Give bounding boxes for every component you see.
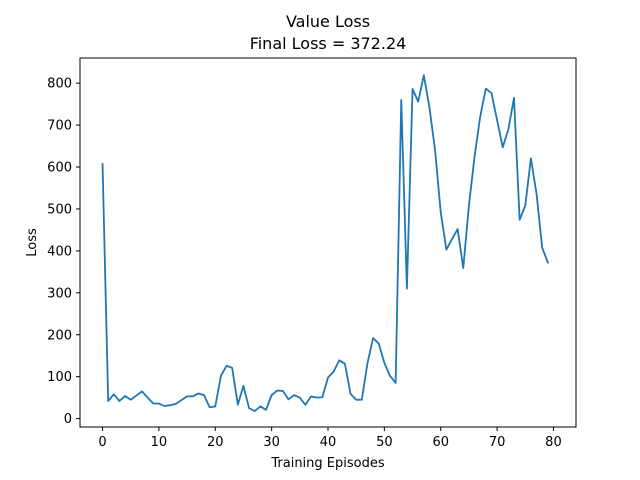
axis-ticks: 0 10 20 30 40 50 60 70 8001002003004005006007008… [47, 77, 562, 450]
y-tick-label: 400 [47, 244, 72, 259]
x-tick-label: 50 [376, 435, 393, 450]
plot-area-frame [79, 57, 577, 428]
y-tick-label: 300 [47, 286, 72, 301]
y-tick-label: 700 [47, 119, 72, 134]
chart-title: Value Loss [286, 12, 370, 31]
y-tick-label: 600 [47, 161, 72, 176]
x-tick-label: 10 [151, 435, 168, 450]
y-tick-label: 800 [47, 77, 72, 92]
y-tick-label: 500 [47, 202, 72, 217]
x-tick-label: 70 [489, 435, 506, 450]
x-axis-label: Training Episodes [270, 456, 384, 471]
x-tick-label: 20 [207, 435, 224, 450]
loss-series-line [101, 74, 549, 412]
y-tick-label: 200 [47, 328, 72, 343]
y-tick-label: 100 [47, 370, 72, 385]
series-layer [101, 74, 549, 412]
x-tick-label: 40 [320, 435, 337, 450]
x-tick-label: 80 [545, 435, 562, 450]
x-tick-label: 60 [432, 435, 449, 450]
y-tick-label: 0 [64, 412, 72, 427]
x-tick-label: 0 [98, 435, 106, 450]
y-axis-label: Loss [25, 228, 40, 257]
x-tick-label: 30 [263, 435, 280, 450]
chart-subtitle: Final Loss = 372.24 [250, 34, 407, 53]
